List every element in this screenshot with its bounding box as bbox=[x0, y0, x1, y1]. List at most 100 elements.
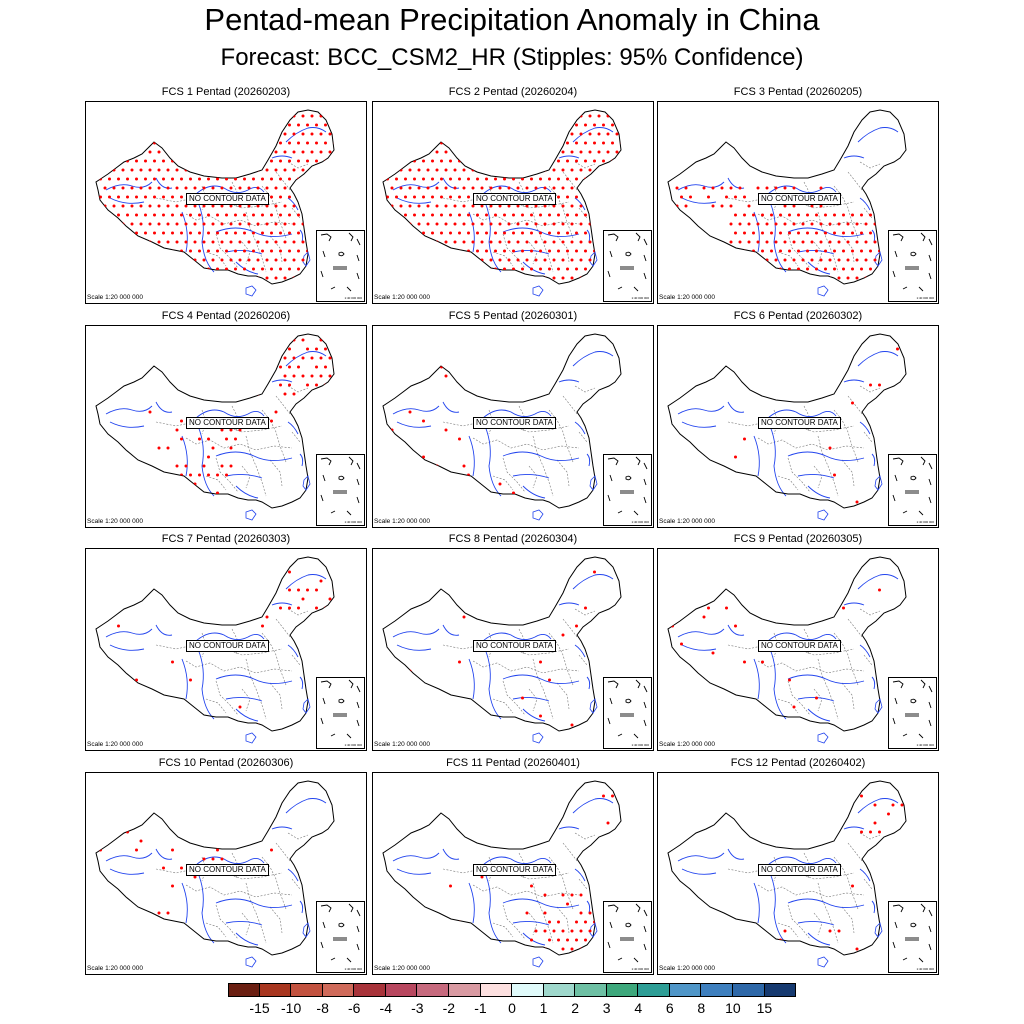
stipple-point bbox=[103, 186, 107, 190]
stipple-point bbox=[319, 222, 323, 226]
stipple-point bbox=[435, 168, 439, 172]
stipple-point bbox=[328, 615, 332, 619]
stipple-point bbox=[395, 123, 398, 127]
stipple-point bbox=[221, 295, 224, 298]
river-line bbox=[484, 201, 502, 273]
stipple-point bbox=[588, 168, 592, 172]
province-boundary bbox=[847, 618, 863, 638]
stipple-point bbox=[135, 177, 138, 181]
stipple-point bbox=[458, 231, 461, 235]
stipple-point bbox=[734, 624, 737, 628]
stipple-point bbox=[328, 114, 332, 118]
stipple-point bbox=[498, 168, 502, 172]
stipple-point bbox=[99, 141, 102, 145]
colorbar-cell bbox=[575, 983, 607, 997]
river-line bbox=[787, 898, 865, 908]
stipple-point bbox=[220, 222, 224, 226]
stipple-point bbox=[851, 286, 854, 289]
map-panels-grid: FCS 1 Pentad (20260203) NO CONTOUR DATA Sc… bbox=[85, 86, 939, 975]
china-map bbox=[382, 780, 622, 968]
no-contour-label: NO CONTOUR DATA bbox=[186, 640, 269, 652]
stipple-point bbox=[306, 141, 309, 145]
stipple-point bbox=[157, 204, 161, 208]
stipple-point bbox=[743, 231, 746, 235]
stipple-point bbox=[548, 267, 551, 271]
stipple-point bbox=[301, 150, 305, 154]
stipple-point bbox=[126, 231, 129, 235]
river-line bbox=[572, 351, 614, 367]
country-border bbox=[667, 556, 907, 732]
stipple-point bbox=[747, 374, 751, 378]
stipple-point bbox=[557, 231, 560, 235]
stipple-point bbox=[512, 286, 515, 289]
stipple-point bbox=[557, 920, 560, 924]
stipple-point bbox=[121, 240, 125, 244]
stipple-point bbox=[606, 222, 610, 226]
river-line bbox=[769, 872, 787, 944]
province-boundary bbox=[502, 680, 526, 716]
stipple-point bbox=[801, 258, 805, 262]
map-frame: NO CONTOUR DATA Scale 1:20 000 000 1:40 00… bbox=[657, 548, 939, 751]
colorbar-cell bbox=[228, 983, 260, 997]
stipple-point bbox=[212, 295, 215, 298]
stipple-point bbox=[566, 159, 569, 163]
stipple-point bbox=[878, 455, 881, 459]
province-boundary bbox=[532, 435, 554, 497]
inset-line bbox=[902, 957, 908, 961]
stipple-point bbox=[566, 267, 569, 271]
stipple-point bbox=[525, 204, 529, 208]
province-boundary bbox=[859, 385, 881, 393]
inset-line bbox=[918, 510, 924, 516]
stipple-point bbox=[216, 249, 219, 253]
stipple-point bbox=[783, 258, 787, 262]
stipple-point bbox=[279, 347, 282, 351]
stipple-point bbox=[815, 696, 818, 700]
stipple-point bbox=[792, 240, 796, 244]
panel-title: FCS 6 Pentad (20260302) bbox=[733, 310, 863, 322]
stipple-point bbox=[494, 141, 497, 145]
stipple-point bbox=[444, 114, 448, 118]
stipple-point bbox=[833, 286, 836, 289]
stipple-point bbox=[570, 132, 574, 136]
stipple-point bbox=[207, 177, 210, 181]
no-contour-label: NO CONTOUR DATA bbox=[473, 864, 556, 876]
stipple-point bbox=[390, 132, 394, 136]
stipple-point bbox=[597, 186, 601, 190]
inset-line bbox=[356, 238, 361, 246]
stipple-point bbox=[202, 374, 206, 378]
inset-line bbox=[330, 733, 336, 737]
province-boundary bbox=[757, 660, 865, 674]
stipple-point bbox=[422, 231, 425, 235]
stipple-point bbox=[543, 186, 547, 190]
stipple-point bbox=[462, 132, 466, 136]
river-line bbox=[871, 229, 876, 243]
stipple-point bbox=[319, 150, 323, 154]
stipple-point bbox=[238, 114, 242, 118]
province-boundary bbox=[291, 207, 301, 219]
inset-line bbox=[892, 680, 904, 689]
river-line bbox=[155, 848, 173, 860]
panel-title: FCS 5 Pentad (20260301) bbox=[448, 310, 578, 322]
inset-scale-label: 1:40 000 000 bbox=[344, 520, 362, 524]
china-map bbox=[95, 333, 335, 521]
stipple-point bbox=[180, 383, 183, 387]
stipple-point bbox=[802, 295, 805, 298]
stipple-point bbox=[896, 347, 899, 351]
stipple-point bbox=[399, 258, 403, 262]
stipple-point bbox=[792, 276, 796, 280]
stipple-point bbox=[148, 222, 152, 226]
stipple-point bbox=[112, 258, 116, 262]
country-border bbox=[667, 109, 907, 285]
river-line bbox=[677, 852, 725, 862]
river-line bbox=[109, 197, 145, 204]
stipple-point bbox=[570, 893, 574, 897]
stipple-point bbox=[489, 150, 493, 154]
stipple-point bbox=[588, 276, 592, 280]
inset-line bbox=[356, 254, 360, 262]
taiwan-outline bbox=[589, 475, 598, 491]
stipple-point bbox=[399, 276, 403, 280]
river-line bbox=[871, 900, 876, 914]
stipple-point bbox=[117, 624, 120, 628]
stipple-point bbox=[103, 222, 107, 226]
stipple-point bbox=[525, 947, 529, 951]
